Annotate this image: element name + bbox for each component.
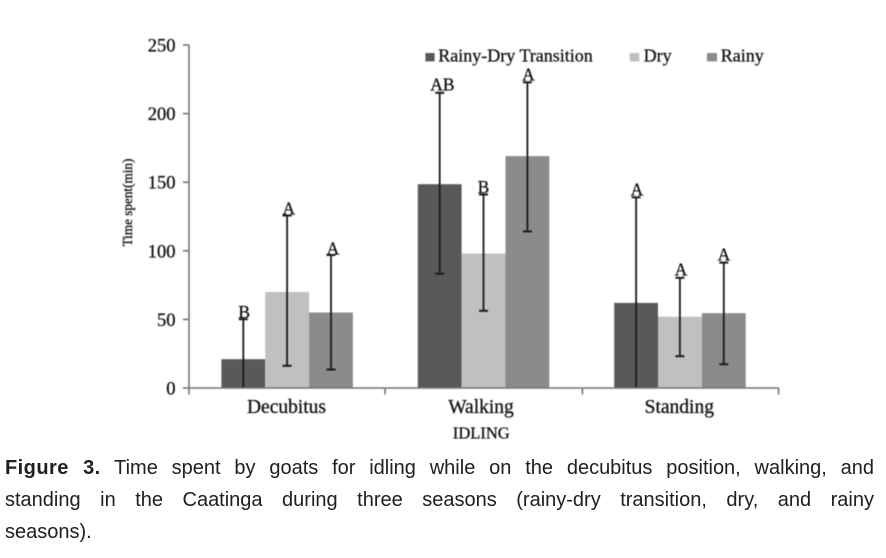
svg-text:Rainy: Rainy <box>721 46 764 66</box>
svg-text:Rainy-Dry Transition: Rainy-Dry Transition <box>438 46 593 66</box>
svg-text:A: A <box>327 238 340 258</box>
svg-text:100: 100 <box>148 242 176 262</box>
svg-text:B: B <box>238 302 250 322</box>
svg-text:Time spent(min): Time spent(min) <box>120 159 135 247</box>
svg-text:0: 0 <box>166 380 175 400</box>
svg-text:A: A <box>522 64 535 84</box>
svg-text:Walking: Walking <box>448 397 514 418</box>
svg-text:B: B <box>478 177 490 197</box>
svg-text:200: 200 <box>148 105 176 125</box>
svg-text:150: 150 <box>148 174 176 194</box>
svg-text:A: A <box>675 260 688 280</box>
svg-text:250: 250 <box>148 37 176 57</box>
svg-text:A: A <box>718 244 731 264</box>
svg-text:AB: AB <box>430 74 454 94</box>
svg-text:Standing: Standing <box>645 397 715 418</box>
svg-text:Decubitus: Decubitus <box>247 397 326 418</box>
svg-text:A: A <box>282 199 295 219</box>
svg-text:Dry: Dry <box>644 46 672 66</box>
svg-text:50: 50 <box>157 311 176 331</box>
svg-text:IDLING: IDLING <box>453 424 510 443</box>
svg-text:A: A <box>631 180 644 200</box>
